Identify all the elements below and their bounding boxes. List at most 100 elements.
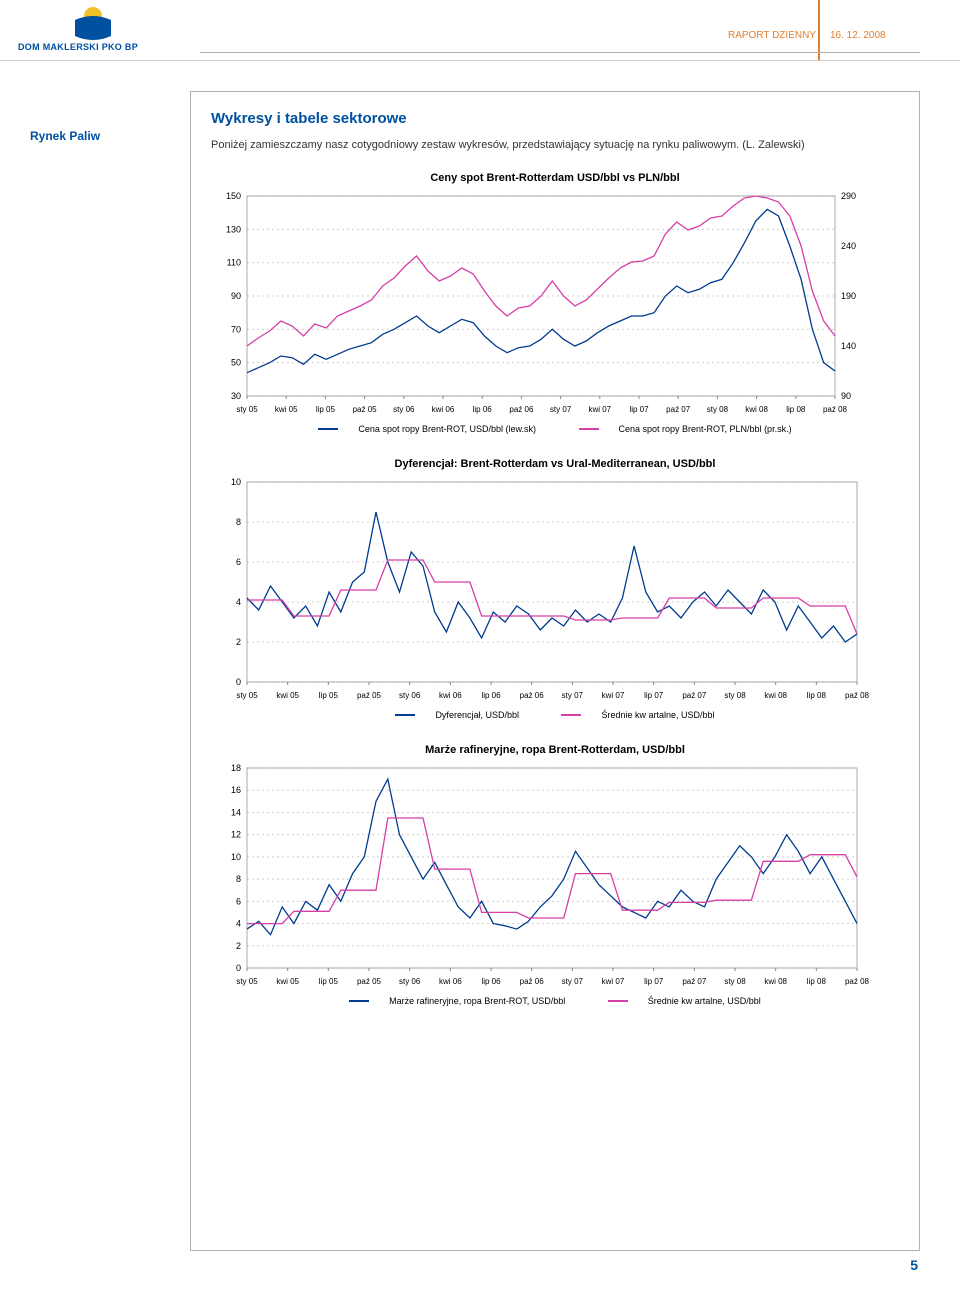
svg-text:sty 05: sty 05 [236, 977, 258, 986]
chart3-legend: Marże rafineryjne, ropa Brent-ROT, USD/b… [211, 996, 899, 1006]
logo-text: DOM MAKLERSKI PKO BP [18, 42, 138, 52]
svg-text:kwi 07: kwi 07 [588, 405, 611, 414]
svg-text:150: 150 [226, 191, 241, 201]
svg-text:paź 06: paź 06 [509, 405, 534, 414]
svg-text:0: 0 [236, 677, 241, 687]
svg-text:0: 0 [236, 963, 241, 973]
svg-text:kwi 05: kwi 05 [275, 405, 298, 414]
svg-text:90: 90 [231, 291, 241, 301]
svg-text:lip 06: lip 06 [481, 691, 501, 700]
svg-text:190: 190 [841, 291, 856, 301]
chart1-legend-a: Cena spot ropy Brent-ROT, USD/bbl (lew.s… [358, 424, 536, 434]
svg-text:paź 06: paź 06 [520, 977, 545, 986]
chart1-legend: Cena spot ropy Brent-ROT, USD/bbl (lew.s… [211, 424, 899, 434]
svg-text:8: 8 [236, 874, 241, 884]
svg-text:4: 4 [236, 597, 241, 607]
svg-text:kwi 06: kwi 06 [439, 977, 462, 986]
intro-paragraph: Poniżej zamieszczamy nasz cotygodniowy z… [211, 137, 899, 154]
svg-text:sty 06: sty 06 [393, 405, 415, 414]
svg-text:sty 07: sty 07 [562, 977, 584, 986]
svg-text:lip 07: lip 07 [644, 691, 664, 700]
chart2-svg: 0246810sty 05kwi 05lip 05paź 05sty 06kwi… [211, 476, 871, 706]
svg-text:lip 08: lip 08 [786, 405, 806, 414]
svg-text:12: 12 [231, 829, 241, 839]
svg-text:kwi 08: kwi 08 [745, 405, 768, 414]
page-number: 5 [910, 1257, 918, 1273]
svg-text:50: 50 [231, 357, 241, 367]
svg-text:sty 07: sty 07 [562, 691, 584, 700]
svg-text:290: 290 [841, 191, 856, 201]
report-date: 16. 12. 2008 [830, 30, 886, 41]
side-category: Rynek Paliw [30, 129, 100, 143]
pko-logo-icon [73, 6, 113, 40]
svg-text:paź 08: paź 08 [845, 977, 870, 986]
chart2-legend-a: Dyferencjał, USD/bbl [435, 710, 519, 720]
chart2-legend: Dyferencjał, USD/bbl Średnie kw artalne,… [211, 710, 899, 720]
svg-text:kwi 06: kwi 06 [439, 691, 462, 700]
svg-text:2: 2 [236, 637, 241, 647]
svg-text:paź 06: paź 06 [520, 691, 545, 700]
svg-text:paź 05: paź 05 [353, 405, 378, 414]
svg-text:10: 10 [231, 851, 241, 861]
svg-text:2: 2 [236, 940, 241, 950]
svg-text:kwi 05: kwi 05 [276, 977, 299, 986]
svg-text:10: 10 [231, 477, 241, 487]
svg-text:kwi 05: kwi 05 [276, 691, 299, 700]
svg-text:sty 08: sty 08 [724, 691, 746, 700]
svg-text:paź 08: paź 08 [845, 691, 870, 700]
chart1-title: Ceny spot Brent-Rotterdam USD/bbl vs PLN… [211, 172, 899, 184]
chart2-legend-b: Średnie kw artalne, USD/bbl [601, 710, 714, 720]
chart2-title: Dyferencjał: Brent-Rotterdam vs Ural-Med… [211, 458, 899, 470]
svg-text:lip 08: lip 08 [807, 691, 827, 700]
svg-text:30: 30 [231, 391, 241, 401]
svg-text:sty 08: sty 08 [724, 977, 746, 986]
content-area: Rynek Paliw Wykresy i tabele sektorowe P… [0, 61, 960, 1281]
chart3-svg: 024681012141618sty 05kwi 05lip 05paź 05s… [211, 762, 871, 992]
svg-text:sty 06: sty 06 [399, 977, 421, 986]
svg-text:6: 6 [236, 557, 241, 567]
svg-text:90: 90 [841, 391, 851, 401]
section-title: Wykresy i tabele sektorowe [211, 110, 899, 127]
svg-text:lip 05: lip 05 [319, 691, 339, 700]
svg-text:lip 06: lip 06 [473, 405, 493, 414]
svg-text:70: 70 [231, 324, 241, 334]
svg-text:6: 6 [236, 896, 241, 906]
svg-text:kwi 07: kwi 07 [602, 691, 625, 700]
svg-text:240: 240 [841, 241, 856, 251]
svg-text:18: 18 [231, 763, 241, 773]
page: DOM MAKLERSKI PKO BP RAPORT DZIENNY 16. … [0, 0, 960, 1281]
svg-text:4: 4 [236, 918, 241, 928]
svg-text:lip 08: lip 08 [807, 977, 827, 986]
chart-brent-spot: Ceny spot Brent-Rotterdam USD/bbl vs PLN… [211, 172, 899, 434]
page-header: DOM MAKLERSKI PKO BP RAPORT DZIENNY 16. … [0, 0, 960, 61]
svg-text:kwi 06: kwi 06 [432, 405, 455, 414]
svg-text:kwi 08: kwi 08 [764, 691, 787, 700]
svg-text:paź 05: paź 05 [357, 977, 382, 986]
chart-differential: Dyferencjał: Brent-Rotterdam vs Ural-Med… [211, 458, 899, 720]
header-rule [200, 52, 920, 53]
chart3-legend-a: Marże rafineryjne, ropa Brent-ROT, USD/b… [389, 996, 565, 1006]
svg-text:paź 07: paź 07 [682, 977, 707, 986]
svg-text:110: 110 [227, 257, 241, 267]
svg-text:kwi 07: kwi 07 [602, 977, 625, 986]
svg-text:kwi 08: kwi 08 [764, 977, 787, 986]
svg-text:paź 08: paź 08 [823, 405, 848, 414]
chart3-title: Marże rafineryjne, ropa Brent-Rotterdam,… [211, 744, 899, 756]
svg-text:lip 07: lip 07 [644, 977, 664, 986]
report-label: RAPORT DZIENNY [728, 30, 816, 41]
logo: DOM MAKLERSKI PKO BP [18, 6, 168, 54]
svg-text:14: 14 [231, 807, 241, 817]
svg-text:130: 130 [226, 224, 241, 234]
svg-text:paź 07: paź 07 [666, 405, 691, 414]
svg-text:sty 08: sty 08 [707, 405, 729, 414]
svg-text:16: 16 [231, 785, 241, 795]
svg-text:lip 05: lip 05 [316, 405, 336, 414]
svg-text:sty 07: sty 07 [550, 405, 572, 414]
header-divider [818, 0, 820, 60]
svg-text:140: 140 [841, 341, 856, 351]
svg-text:sty 05: sty 05 [236, 405, 258, 414]
content-box: Wykresy i tabele sektorowe Poniżej zamie… [190, 91, 920, 1251]
chart3-legend-b: Średnie kw artalne, USD/bbl [648, 996, 761, 1006]
svg-text:sty 06: sty 06 [399, 691, 421, 700]
chart1-legend-b: Cena spot ropy Brent-ROT, PLN/bbl (pr.sk… [619, 424, 792, 434]
